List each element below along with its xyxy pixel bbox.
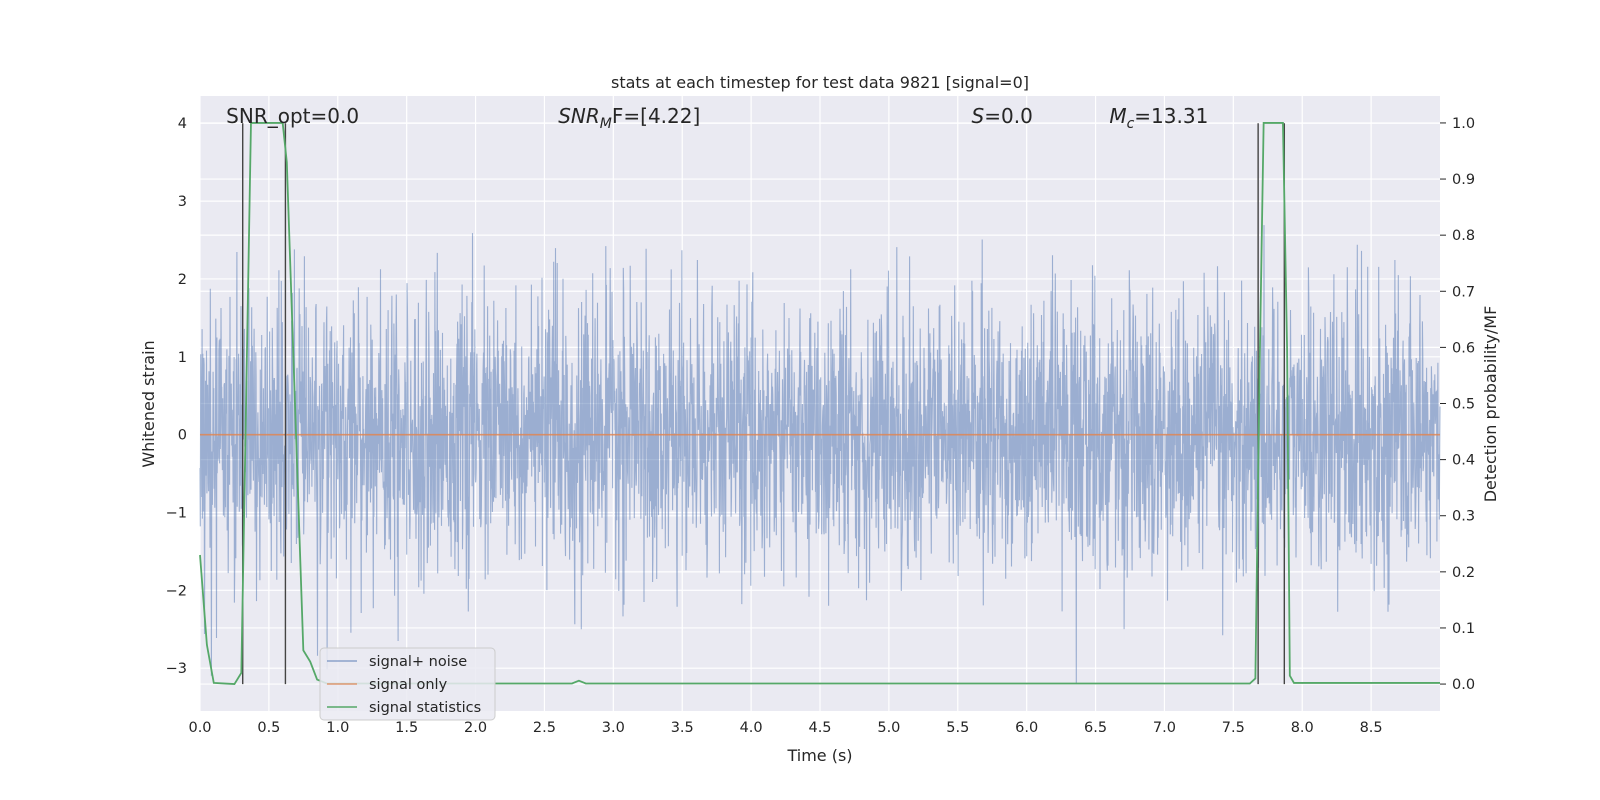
- annotation-chirp-mass: Mc=13.31: [1109, 104, 1208, 132]
- right-tick-label: 0.0: [1452, 677, 1475, 693]
- legend-box: [319, 647, 496, 721]
- right-tick-label: 0.5: [1452, 397, 1475, 413]
- x-tick-label: 1.5: [395, 720, 418, 736]
- legend-label-signal-statistics: signal statistics: [369, 700, 481, 716]
- annotation-s-value: S=0.0: [972, 104, 1033, 128]
- right-tick-label: 0.7: [1452, 284, 1475, 300]
- left-tick-label: −2: [166, 583, 187, 599]
- x-tick-label: 8.5: [1360, 720, 1383, 736]
- legend-label-signal-noise: signal+ noise: [369, 654, 467, 670]
- x-tick-label: 2.5: [533, 720, 556, 736]
- x-tick-label: 4.0: [740, 720, 763, 736]
- plot-area: [199, 122, 1441, 685]
- left-axis-ticks: −3 −2 −1 0 1 2 3 4: [166, 116, 187, 677]
- chart-title: stats at each timestep for test data 982…: [611, 73, 1029, 92]
- annotation-snr-opt: SNR_opt=0.0: [226, 104, 359, 128]
- x-tick-label: 2.0: [464, 720, 487, 736]
- right-axis-ticks: 0.0 0.1 0.2 0.3 0.4 0.5 0.6 0.7 0.8 0.9 1.0: [1440, 116, 1475, 693]
- x-tick-label: 7.5: [1222, 720, 1245, 736]
- legend-label-signal-only: signal only: [369, 677, 448, 693]
- x-tick-label: 0.0: [188, 720, 211, 736]
- right-tick-label: 0.4: [1452, 453, 1475, 469]
- x-axis-ticks: 0.0 0.5 1.0 1.5 2.0 2.5 3.0 3.5 4.0 4.5 5.0 5.5 6.0 6…: [188, 720, 1382, 736]
- left-axis-label: Whitened strain: [139, 340, 158, 467]
- right-tick-label: 0.9: [1452, 172, 1475, 188]
- right-tick-label: 0.3: [1452, 509, 1475, 525]
- x-tick-label: 8.0: [1291, 720, 1314, 736]
- left-tick-label: −1: [166, 505, 187, 521]
- x-axis-label: Time (s): [786, 746, 852, 765]
- right-tick-label: 0.1: [1452, 621, 1475, 637]
- series-signal-statistics: [199, 122, 1440, 685]
- right-tick-label: 0.8: [1452, 228, 1475, 244]
- x-tick-label: 6.5: [1084, 720, 1107, 736]
- series-signal-noise: [199, 225, 1441, 684]
- x-tick-label: 3.0: [602, 720, 625, 736]
- left-tick-label: 4: [178, 116, 187, 132]
- right-tick-label: 0.6: [1452, 340, 1475, 356]
- x-tick-label: 5.0: [877, 720, 900, 736]
- x-tick-label: 5.5: [946, 720, 969, 736]
- left-tick-label: 2: [178, 272, 187, 288]
- x-tick-label: 3.5: [671, 720, 694, 736]
- left-tick-label: 0: [178, 428, 187, 444]
- right-tick-label: 0.2: [1452, 565, 1475, 581]
- annotations: SNR_opt=0.0 SNRMF=[4.22] S=0.0 Mc=13.31: [226, 104, 1208, 132]
- legend: signal+ noise signal only signal statist…: [319, 647, 496, 721]
- left-tick-label: 1: [178, 350, 187, 366]
- annotation-snr-mf: SNRMF=[4.22]: [558, 104, 700, 132]
- x-tick-label: 1.0: [326, 720, 349, 736]
- left-tick-label: 3: [178, 194, 187, 210]
- x-tick-label: 7.0: [1153, 720, 1176, 736]
- right-axis-label: Detection probability/MF: [1481, 306, 1500, 503]
- x-tick-label: 0.5: [257, 720, 280, 736]
- left-tick-label: −3: [166, 661, 187, 677]
- x-tick-label: 6.0: [1015, 720, 1038, 736]
- x-tick-label: 4.5: [808, 720, 831, 736]
- right-tick-label: 1.0: [1452, 116, 1475, 132]
